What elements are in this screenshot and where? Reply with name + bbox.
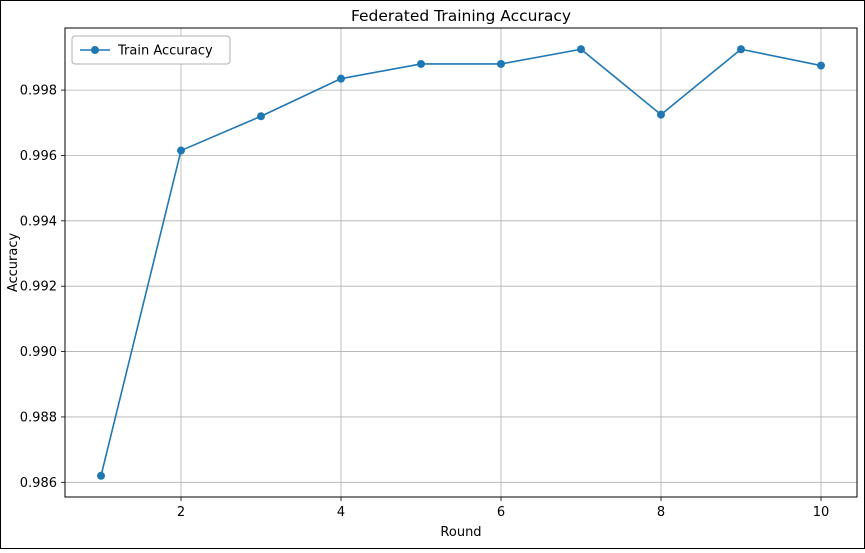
x-axis-label: Round xyxy=(440,525,481,540)
data-point-marker xyxy=(657,110,665,119)
legend-box xyxy=(71,35,231,65)
data-point-marker xyxy=(497,59,505,68)
data-point-marker xyxy=(817,61,825,70)
x-tick-label: 2 xyxy=(177,505,185,520)
axes-border xyxy=(64,27,858,498)
y-axis-label: Accuracy xyxy=(6,233,21,293)
data-point-marker xyxy=(737,45,745,54)
y-tick-label: 0.988 xyxy=(20,410,57,425)
x-tick-label: 8 xyxy=(657,505,665,520)
train-accuracy-line xyxy=(100,48,822,476)
data-point-marker xyxy=(97,471,105,480)
y-tick-label: 0.992 xyxy=(20,280,57,295)
data-point-marker xyxy=(177,146,185,155)
data-point-marker xyxy=(417,59,425,68)
data-point-marker xyxy=(337,74,345,83)
legend-marker xyxy=(91,46,99,54)
y-tick-label: 0.994 xyxy=(20,214,57,229)
y-tick-label: 0.990 xyxy=(20,345,57,360)
chart-title: Federated Training Accuracy xyxy=(351,7,571,25)
x-tick-label: 10 xyxy=(813,505,830,520)
x-tick-label: 4 xyxy=(337,505,345,520)
x-tick-label: 6 xyxy=(497,505,505,520)
legend-label: Train Accuracy xyxy=(117,44,213,59)
data-point-marker xyxy=(577,45,585,54)
data-point-marker xyxy=(257,112,265,121)
y-tick-label: 0.986 xyxy=(20,476,57,491)
y-tick-label: 0.996 xyxy=(20,149,57,164)
y-tick-label: 0.998 xyxy=(20,84,57,99)
